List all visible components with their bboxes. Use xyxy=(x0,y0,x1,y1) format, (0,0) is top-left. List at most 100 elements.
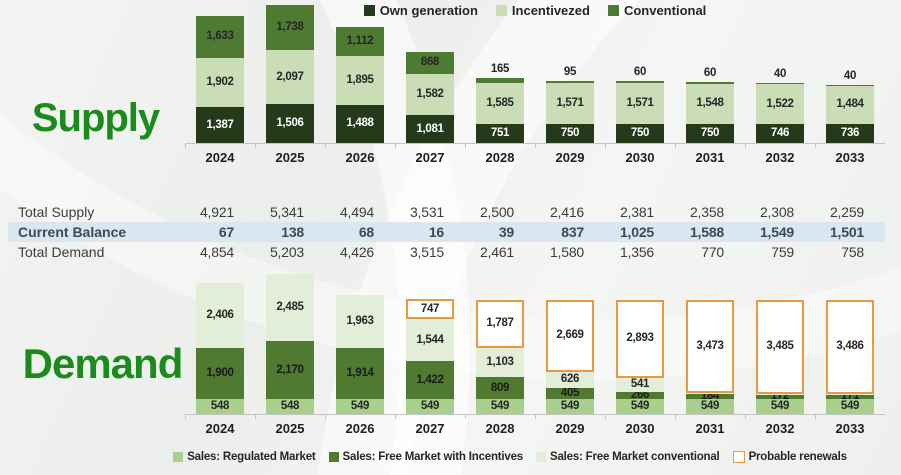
segment-probable-renewals xyxy=(406,299,454,320)
table-cell: 2,500 xyxy=(479,204,514,220)
bar-column-2027: 1,081 1,582 868 xyxy=(395,5,465,143)
year-label-2025: 2025 xyxy=(275,421,305,436)
segment-sales-regulated-market xyxy=(336,399,384,414)
table-cell: 39 xyxy=(498,224,514,240)
bar-value-label: 1,081 xyxy=(416,122,444,135)
table-cell: 2,358 xyxy=(689,204,724,220)
segment-incentivezed xyxy=(686,83,734,124)
table-cell: 770 xyxy=(701,244,724,260)
bar-column-2029: 549 405 626 2,669 xyxy=(535,274,605,414)
segment-sales-free-market-conventional xyxy=(476,347,524,378)
outline-swatch-icon xyxy=(732,451,745,463)
bar-value-label: 1,900 xyxy=(206,367,234,380)
axis-ticks xyxy=(185,415,885,419)
bar-value-label: 3,486 xyxy=(836,340,864,353)
legend-item-incentivezed: Incentivezed xyxy=(495,3,590,18)
bar-value-label: 1,488 xyxy=(346,117,374,130)
bar-column-2025: 1,506 2,097 1,738 xyxy=(255,5,325,143)
segment-sales-free-market-conventional xyxy=(616,377,664,393)
segment-own-generation xyxy=(336,104,384,143)
supply-chart: 1,387 1,902 1,633 1,506 2,097 1,738 1,488 1,895… xyxy=(185,5,885,165)
row-label: Total Demand xyxy=(18,244,105,260)
table-cell: 5,341 xyxy=(269,204,304,220)
bar-value-label: 549 xyxy=(420,400,440,413)
table-cell: 2,461 xyxy=(479,244,514,260)
legend-label: Probable renewals xyxy=(748,451,847,463)
row-values: 4,854 5,203 4,426 3,515 2,461 1,580 1,356 770 75… xyxy=(185,244,885,260)
segment-sales-regulated-market xyxy=(476,399,524,414)
demand-title: Demand xyxy=(22,340,184,387)
bar-value-label: 1,103 xyxy=(486,356,514,369)
segment-own-generation xyxy=(686,123,734,143)
table-cell: 4,854 xyxy=(199,244,234,260)
bar-column-2026: 1,488 1,895 1,112 xyxy=(325,5,395,143)
segment-probable-renewals xyxy=(546,299,594,372)
legend-label: Sales: Regulated Market xyxy=(187,451,316,463)
year-label-2032: 2032 xyxy=(765,150,795,165)
row-values: 4,921 5,341 4,494 3,531 2,500 2,416 2,381 2,358… xyxy=(185,204,885,220)
legend-item-probable-renewals: Probable renewals xyxy=(732,451,847,463)
bar-value-label: 1,112 xyxy=(346,34,374,47)
color-swatch-icon xyxy=(173,452,184,462)
segment-own-generation xyxy=(826,123,874,143)
chart-plot-demand: 548 1,900 2,406 548 2,170 2,485 549 1,914 1,963 5… xyxy=(185,274,885,415)
year-label-2031: 2031 xyxy=(695,150,725,165)
balance-table: Total Supply 4,921 5,341 4,494 3,531 2,500 2,4… xyxy=(8,202,885,262)
year-label-2027: 2027 xyxy=(415,150,445,165)
bar-value-label: 549 xyxy=(630,400,650,413)
year-label-2024: 2024 xyxy=(205,421,235,436)
table-cell: 5,203 xyxy=(269,244,304,260)
bar-value-label: 1,571 xyxy=(556,96,584,109)
legend-item-sales-free-market-conventional: Sales: Free Market conventional xyxy=(536,451,720,463)
segment-sales-free-market-with-incentives xyxy=(406,360,454,400)
bar-value-label: 751 xyxy=(490,126,510,139)
bar-column-2031: 549184373,473 xyxy=(675,274,745,414)
bar-value-label: 549 xyxy=(560,400,580,413)
segment-probable-renewals xyxy=(756,299,804,394)
bar-value-label: 2,406 xyxy=(206,309,234,322)
bar-value-label: 2,170 xyxy=(276,363,304,376)
year-axis: 2024 2025 2026 2027 2028 2029 2030 2031 2032 2033 xyxy=(185,419,885,436)
bar-column-2033: 549171383,486 xyxy=(815,274,885,414)
color-swatch-icon xyxy=(495,5,507,16)
bar-value-label: 60 xyxy=(703,67,717,80)
segment-sales-free-market-conventional xyxy=(756,393,804,395)
segment-sales-free-market-conventional xyxy=(546,371,594,389)
bar-value-label: 405 xyxy=(560,387,580,400)
segment-own-generation xyxy=(476,123,524,143)
color-swatch-icon xyxy=(328,452,339,462)
bar-value-label: 2,893 xyxy=(626,332,654,345)
segment-sales-regulated-market xyxy=(406,399,454,414)
segment-sales-regulated-market xyxy=(546,399,594,414)
table-cell: 67 xyxy=(218,224,234,240)
bar-column-2026: 549 1,914 1,963 xyxy=(325,274,395,414)
segment-sales-regulated-market xyxy=(686,399,734,414)
segment-sales-free-market-with-incentives xyxy=(266,340,314,400)
bar-value-label: 2,669 xyxy=(556,329,584,342)
segment-incentivezed xyxy=(826,85,874,124)
bar-column-2027: 549 1,422 1,544 747 xyxy=(395,274,465,414)
bar-column-2025: 548 2,170 2,485 xyxy=(255,274,325,414)
legend-item-sales-free-market-with-incentives: Sales: Free Market with Incentives xyxy=(328,451,523,463)
table-cell: 16 xyxy=(428,224,444,240)
table-cell: 837 xyxy=(561,224,584,240)
segment-sales-free-market-with-incentives xyxy=(826,394,874,400)
legend-item-own-generation: Own generation xyxy=(363,3,478,18)
bar-value-label: 3,485 xyxy=(766,340,794,353)
year-label-2026: 2026 xyxy=(345,150,375,165)
table-cell: 138 xyxy=(281,224,304,240)
segment-sales-free-market-conventional xyxy=(266,274,314,341)
table-cell: 2,416 xyxy=(549,204,584,220)
year-label-2030: 2030 xyxy=(625,421,655,436)
bar-column-2029: 750 1,571 95 xyxy=(535,5,605,143)
year-label-2028: 2028 xyxy=(485,421,515,436)
bar-value-label: 1,787 xyxy=(486,317,514,330)
bar-value-label: 1,571 xyxy=(626,96,654,109)
bar-value-label: 548 xyxy=(280,400,300,413)
bar-value-label: 1,895 xyxy=(346,73,374,86)
segment-own-generation xyxy=(546,123,594,143)
legend-label: Own generation xyxy=(379,3,478,18)
year-label-2028: 2028 xyxy=(485,150,515,165)
bar-value-label: 40 xyxy=(843,69,857,82)
segment-incentivezed xyxy=(196,58,244,108)
